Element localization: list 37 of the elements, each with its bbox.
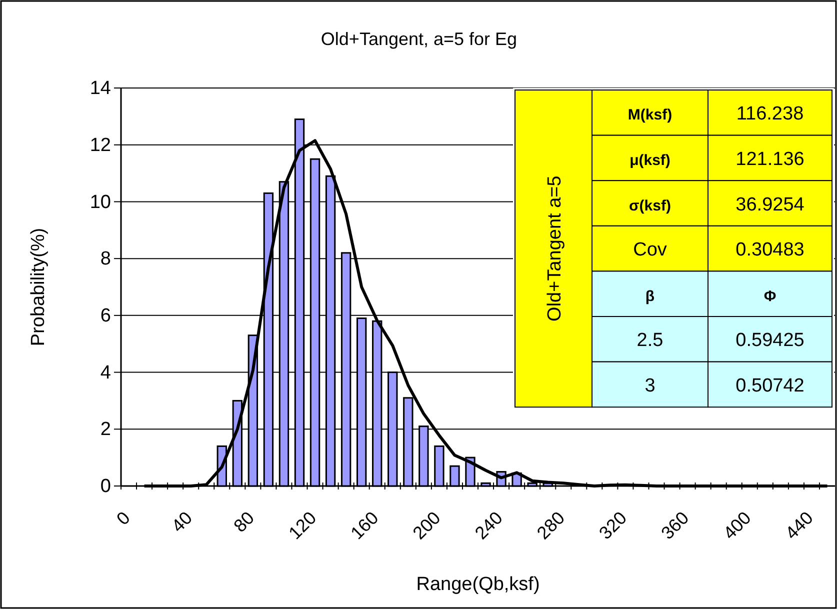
chart-title: Old+Tangent, a=5 for Eg [320, 29, 518, 49]
y-tick-label: 12 [90, 134, 111, 156]
x-tick-label: 160 [346, 508, 382, 544]
y-tick-label: 8 [100, 248, 111, 270]
y-tick-label: 0 [100, 476, 111, 498]
annotation: 0.30483 [736, 240, 804, 261]
y-tick-label: 4 [100, 362, 112, 384]
annotation: μ(ksf) [630, 152, 670, 169]
y-tick-label: 2 [100, 419, 111, 440]
annotation: 3 [644, 375, 656, 396]
x-tick-label: 360 [657, 508, 693, 544]
annotation: Cov [633, 240, 668, 261]
x-tick-label: 440 [781, 508, 817, 544]
y-axis-title: Probability(%) [28, 228, 49, 346]
x-tick-label: 240 [471, 508, 506, 544]
x-tick-label: 80 [230, 508, 258, 536]
annotation: β [645, 288, 655, 305]
x-tick-label: 400 [719, 508, 755, 544]
x-axis-title: Range(Qb,ksf) [416, 574, 540, 595]
annotation: 0.50742 [736, 375, 804, 396]
annotation: Old+Tangent a=5 [544, 176, 566, 322]
x-tick-label: 320 [595, 508, 631, 544]
y-tick-label: 6 [100, 306, 111, 327]
annotation: M(ksf) [628, 106, 672, 124]
annotation: Φ [764, 288, 776, 305]
x-tick-label: 120 [284, 508, 320, 544]
annotation: σ(ksf) [629, 197, 671, 214]
x-tick-label: 40 [168, 508, 196, 536]
annotation: 116.238 [736, 104, 804, 125]
annotation: 2.5 [636, 330, 664, 352]
y-tick-label: 14 [90, 78, 112, 100]
annotation: 36.9254 [736, 194, 805, 216]
x-tick-label: 200 [408, 508, 444, 544]
x-tick-label: 280 [533, 508, 569, 544]
annotation: 0.59425 [736, 330, 804, 352]
y-tick-label: 10 [90, 192, 111, 213]
annotation: 121.136 [736, 148, 804, 170]
